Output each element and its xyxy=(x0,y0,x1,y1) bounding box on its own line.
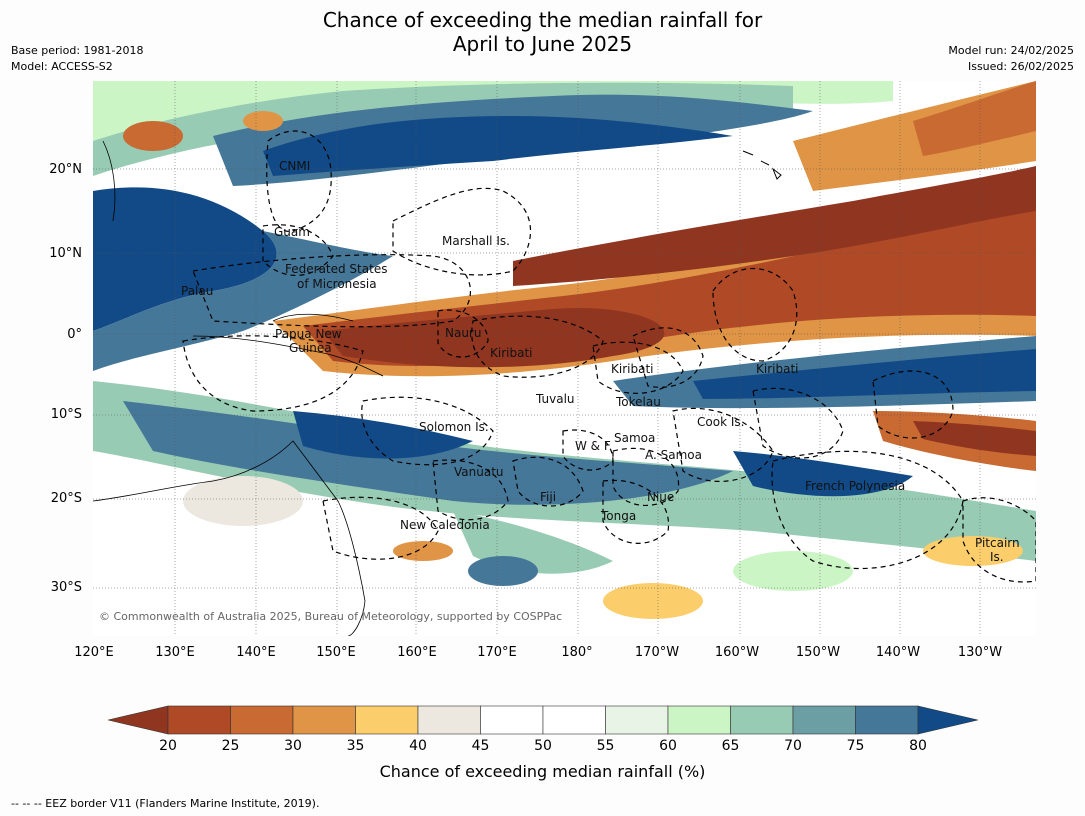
model-run-date: Model run: 24/02/2025 xyxy=(948,44,1074,57)
label-tuvalu: Tuvalu xyxy=(536,392,575,406)
dry-patch-southeast xyxy=(873,411,1036,471)
model-name: Model: ACCESS-S2 xyxy=(11,60,113,73)
colorbar-extend-high xyxy=(917,705,978,735)
colorbar-cell xyxy=(417,705,481,735)
lat-tick-20s: 20°S xyxy=(50,491,82,506)
colorbar-cell xyxy=(730,705,794,735)
colorbar-tick-label: 40 xyxy=(409,738,427,754)
colorbar-cell xyxy=(230,705,294,735)
colorbar-tick-label: 20 xyxy=(159,738,177,754)
hawaii-islands xyxy=(742,150,782,180)
colorbar-tick-label: 45 xyxy=(471,738,490,754)
colorbar-cell xyxy=(605,705,669,735)
run-info: Model run: 24/02/2025 Issued: 26/02/2025 xyxy=(948,43,1074,75)
lat-tick-20n: 20°N xyxy=(49,162,82,177)
colorbar-cell xyxy=(792,705,856,735)
label-fiji: Fiji xyxy=(540,490,557,504)
wet-band-eastern xyxy=(613,336,1036,409)
label-tonga: Tonga xyxy=(601,509,637,523)
title-line-2: April to June 2025 xyxy=(452,32,633,56)
label-palau: Palau xyxy=(181,284,214,298)
map-title: Chance of exceeding the median rainfall … xyxy=(0,8,1085,56)
colorbar-tick-label: 55 xyxy=(596,738,615,754)
colorbar-tick-label: 50 xyxy=(534,738,552,754)
map-canvas xyxy=(93,81,1036,636)
lat-tick-10s: 10°S xyxy=(50,407,82,422)
colorbar-cell xyxy=(667,705,731,735)
lon-tick-120e: 120°E xyxy=(74,645,114,660)
label-micronesia-line1: Federated States xyxy=(285,262,388,276)
label-vanuatu: Vanuatu xyxy=(454,465,504,479)
label-png-line2: Guinea xyxy=(289,341,332,355)
lat-tick-30s: 30°S xyxy=(50,580,82,595)
colorbar-cell xyxy=(292,705,356,735)
lon-tick-170w: 170°W xyxy=(634,645,680,660)
rainfall-probability-map xyxy=(93,81,1036,636)
label-kiribati-east: Kiribati xyxy=(756,362,799,376)
lat-tick-0: 0° xyxy=(67,327,82,342)
model-info: Base period: 1981-2018 Model: ACCESS-S2 xyxy=(11,43,143,75)
lon-tick-180: 180° xyxy=(561,645,593,660)
lon-tick-160e: 160°E xyxy=(397,645,437,660)
lon-tick-160w: 160°W xyxy=(714,645,760,660)
label-samoa: Samoa xyxy=(614,431,656,445)
lon-tick-130w: 130°W xyxy=(957,645,1003,660)
label-pitcairn-line2: Is. xyxy=(990,550,1004,564)
colorbar-tick-label: 60 xyxy=(659,738,677,754)
label-solomon-islands: Solomon Is. xyxy=(419,420,489,434)
label-cnmi: CNMI xyxy=(279,159,311,173)
label-png-line1: Papua New xyxy=(275,327,342,341)
label-marshall-islands: Marshall Is. xyxy=(442,234,510,248)
label-nauru: Nauru xyxy=(445,326,482,340)
colorbar-cell xyxy=(167,705,231,735)
colorbar-cell xyxy=(355,705,419,735)
colorbar-tick-label: 75 xyxy=(846,738,865,754)
label-american-samoa: A. Samoa xyxy=(645,448,702,462)
lon-tick-140w: 140°W xyxy=(875,645,921,660)
wet-band-spcz xyxy=(93,381,1036,561)
colorbar-tick-label: 65 xyxy=(721,738,740,754)
colorbar-tick-label: 30 xyxy=(284,738,302,754)
base-period: Base period: 1981-2018 xyxy=(11,44,144,57)
wet-band-north xyxy=(93,81,893,371)
colorbar xyxy=(108,705,978,735)
label-kiribati-west: Kiribati xyxy=(490,346,533,360)
eez-borders xyxy=(182,130,1036,583)
colorbar-tick-label: 25 xyxy=(221,738,240,754)
label-wallis-futuna: W & F xyxy=(575,439,611,453)
label-kiribati-central: Kiribati xyxy=(611,362,654,376)
label-new-caledonia: New Caledonia xyxy=(400,518,490,532)
label-guam: Guam xyxy=(274,225,310,239)
colorbar-tick-label: 35 xyxy=(346,738,365,754)
lon-tick-170e: 170°E xyxy=(477,645,517,660)
dry-patch-northwest xyxy=(123,111,283,151)
colorbar-tick-label: 70 xyxy=(784,738,802,754)
colorbar-extend-low xyxy=(108,705,169,735)
copyright-notice: © Commonwealth of Australia 2025, Bureau… xyxy=(99,610,563,623)
colorbar-title: Chance of exceeding median rainfall (%) xyxy=(379,762,706,781)
lon-tick-130e: 130°E xyxy=(155,645,195,660)
label-french-polynesia: French Polynesia xyxy=(805,479,906,493)
colorbar-tick-label: 80 xyxy=(909,738,927,754)
coastlines xyxy=(93,140,384,636)
colorbar-cell xyxy=(542,705,606,735)
label-cook-islands: Cook Is. xyxy=(697,415,745,429)
label-micronesia-line2: of Micronesia xyxy=(297,277,377,291)
label-niue: Niue xyxy=(647,490,675,504)
lon-tick-150e: 150°E xyxy=(316,645,356,660)
colorbar-cell xyxy=(480,705,544,735)
colorbar-cell xyxy=(855,705,919,735)
issued-date: Issued: 26/02/2025 xyxy=(967,60,1074,73)
south-scattered xyxy=(183,476,1023,619)
lon-tick-150w: 150°W xyxy=(795,645,841,660)
lat-tick-10n: 10°N xyxy=(49,246,82,261)
label-pitcairn-line1: Pitcairn xyxy=(975,536,1020,550)
lon-tick-140e: 140°E xyxy=(236,645,276,660)
title-line-1: Chance of exceeding the median rainfall … xyxy=(322,8,763,32)
graticule xyxy=(93,81,1036,636)
eez-legend-note: -- -- -- EEZ border V11 (Flanders Marine… xyxy=(11,797,320,810)
dry-band-equatorial xyxy=(273,81,1036,377)
label-tokelau: Tokelau xyxy=(616,395,661,409)
